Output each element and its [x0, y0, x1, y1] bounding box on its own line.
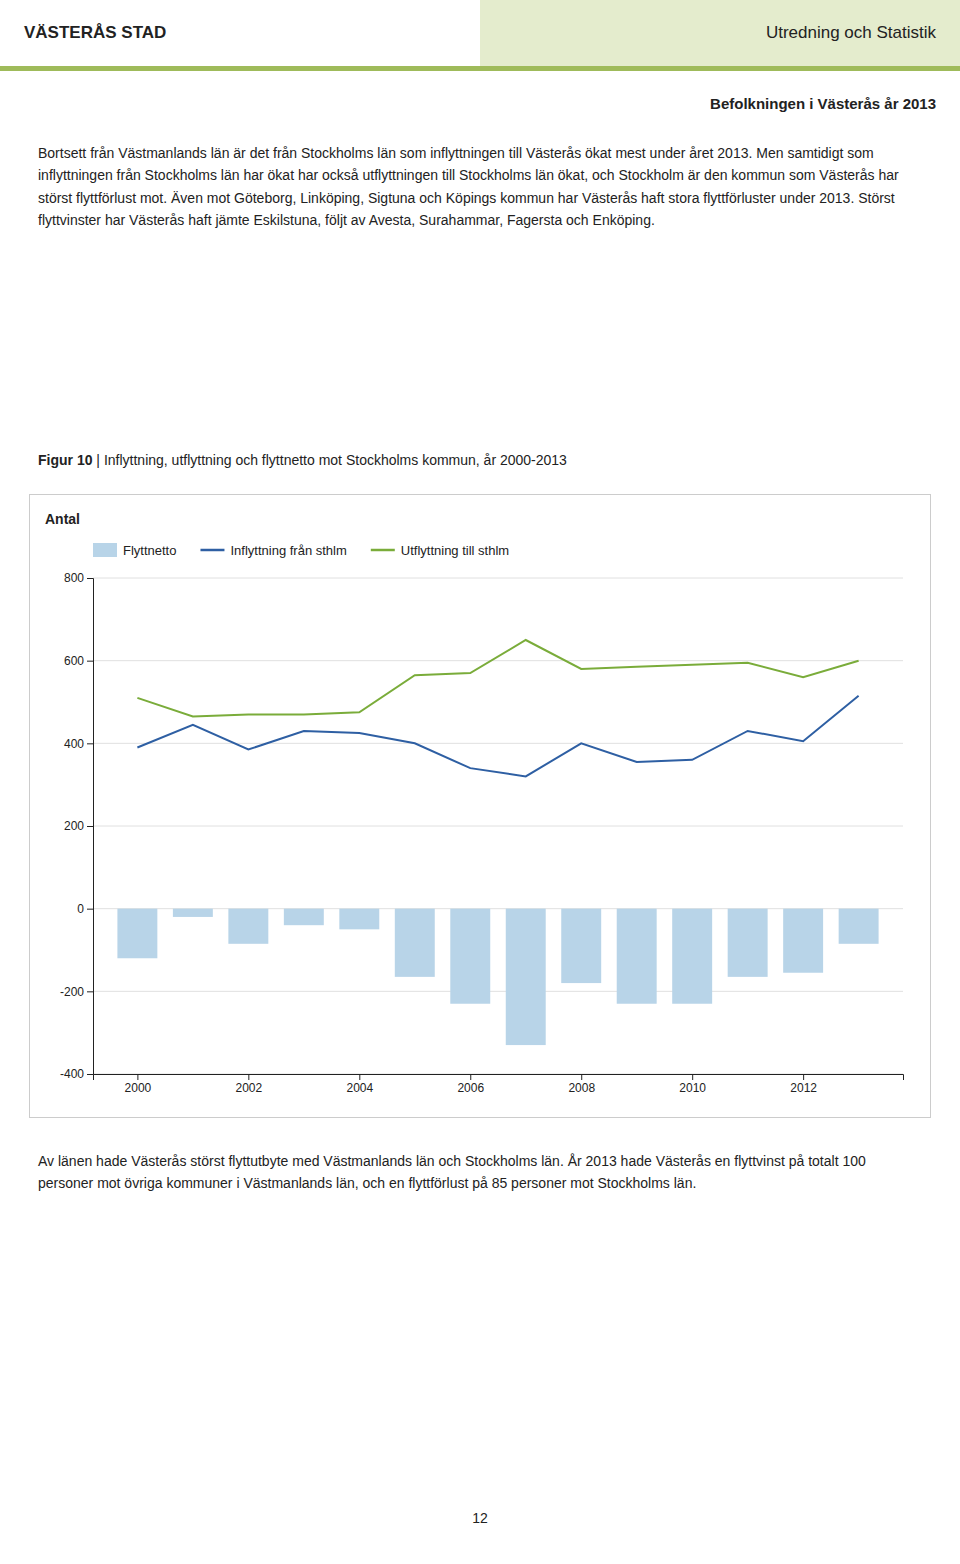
bar	[117, 909, 157, 959]
legend-item: Utflyttning till sthlm	[371, 543, 509, 558]
y-tick: -400	[60, 1067, 93, 1081]
legend-label: Flyttnetto	[123, 543, 176, 558]
x-tick-mark	[359, 1074, 360, 1080]
line	[137, 640, 858, 716]
x-tick-label: 2000	[125, 1081, 152, 1095]
x-tick-mark	[137, 1074, 138, 1080]
bar	[728, 909, 768, 977]
legend-swatch	[200, 549, 224, 552]
y-tick-label: 0	[77, 902, 84, 916]
legend-label: Utflyttning till sthlm	[401, 543, 509, 558]
caption: Figur 10 | Inflyttning, utflyttning och …	[38, 440, 922, 480]
header: VÄSTERÅS STAD Utredning och Statistik	[0, 0, 960, 66]
y-tick-label: -400	[60, 1067, 84, 1081]
bar	[783, 909, 823, 973]
bar	[339, 909, 379, 930]
y-tick: 200	[64, 819, 93, 833]
subheader: Befolkningen i Västerås år 2013	[710, 84, 936, 124]
x-axis-line	[94, 1075, 904, 1081]
x-tick-mark	[248, 1074, 249, 1080]
grid-line	[93, 660, 903, 661]
bar	[284, 909, 324, 926]
grid-line	[93, 743, 903, 744]
y-tick-mark	[87, 826, 93, 827]
y-tick: 800	[64, 571, 93, 585]
x-tick-label: 2010	[679, 1081, 706, 1095]
x-tick: 2004	[346, 1074, 373, 1095]
x-tick-mark	[581, 1074, 582, 1080]
grid	[93, 578, 903, 1074]
y-tick: -200	[60, 985, 93, 999]
grid-line	[93, 991, 903, 992]
x-tick-label: 2006	[457, 1081, 484, 1095]
bar	[506, 909, 546, 1045]
legend-label: Inflyttning från sthlm	[230, 543, 346, 558]
x-tick-mark	[692, 1074, 693, 1080]
x-tick: 2002	[235, 1074, 262, 1095]
legend-swatch	[371, 549, 395, 552]
y-axis: -400 -200 0 200 400 600 800	[60, 571, 94, 1081]
y-tick-label: -200	[60, 985, 84, 999]
header-right: Utredning och Statistik	[766, 0, 936, 66]
y-tick-label: 600	[64, 654, 84, 668]
legend-item: Flyttnetto	[93, 543, 176, 558]
header-rule	[0, 66, 960, 71]
x-tick: 2006	[457, 1074, 484, 1095]
chart-frame	[30, 495, 931, 1118]
line	[137, 696, 858, 777]
bar	[228, 909, 268, 944]
chart: -400-20002004006008002000200220042006200…	[29, 494, 931, 1118]
x-tick-label: 2004	[346, 1081, 373, 1095]
y-tick-label: 800	[64, 571, 84, 585]
x-axis: 2000 2002 2004 2006 2008 2010 2012	[94, 1074, 904, 1095]
x-tick: 2008	[568, 1074, 595, 1095]
y-tick-label: 400	[64, 737, 84, 751]
y-tick-mark	[87, 661, 93, 662]
grid-line	[93, 578, 903, 579]
bar	[561, 909, 601, 983]
paragraph: Bortsett från Västmanlands län är det fr…	[38, 142, 922, 232]
bar	[839, 909, 879, 944]
x-tick-mark	[470, 1074, 471, 1080]
x-tick-label: 2002	[235, 1081, 262, 1095]
x-tick-mark	[803, 1074, 804, 1080]
y-axis-line	[87, 579, 94, 1075]
x-tick-label: 2008	[568, 1081, 595, 1095]
y-tick: 0	[77, 902, 93, 916]
y-axis-title: Antal	[45, 511, 80, 527]
legend: Flyttnetto Inflyttning från sthlm Utflyttn…	[93, 543, 509, 558]
grid-line	[93, 908, 903, 909]
y-tick-mark	[87, 1074, 93, 1075]
y-tick-mark	[87, 991, 93, 992]
grid-line	[93, 826, 903, 827]
bar-series	[117, 909, 878, 1045]
bar	[395, 909, 435, 977]
bar	[450, 909, 490, 1004]
header-left: VÄSTERÅS STAD	[24, 0, 166, 66]
footer: Av länen hade Västerås störst flyttutbyt…	[38, 1150, 922, 1195]
chart-title: Figur 10	[38, 452, 92, 468]
chart-subtitle: | Inflyttning, utflyttning och flyttnett…	[96, 452, 567, 468]
y-tick-mark	[87, 743, 93, 744]
bar	[173, 909, 213, 917]
page-number: 12	[0, 1510, 960, 1526]
y-tick-label: 200	[64, 819, 84, 833]
legend-item: Inflyttning från sthlm	[200, 543, 346, 558]
bar	[672, 909, 712, 1004]
bar	[617, 909, 657, 1004]
y-tick: 400	[64, 737, 93, 751]
y-tick-mark	[87, 578, 93, 579]
x-tick: 2012	[790, 1074, 817, 1095]
legend-swatch	[93, 543, 117, 557]
plot-area	[117, 640, 878, 1045]
y-tick-mark	[87, 909, 93, 910]
y-tick: 600	[64, 654, 93, 668]
x-tick: 2010	[679, 1074, 706, 1095]
x-tick: 2000	[125, 1074, 152, 1095]
x-tick-label: 2012	[790, 1081, 817, 1095]
